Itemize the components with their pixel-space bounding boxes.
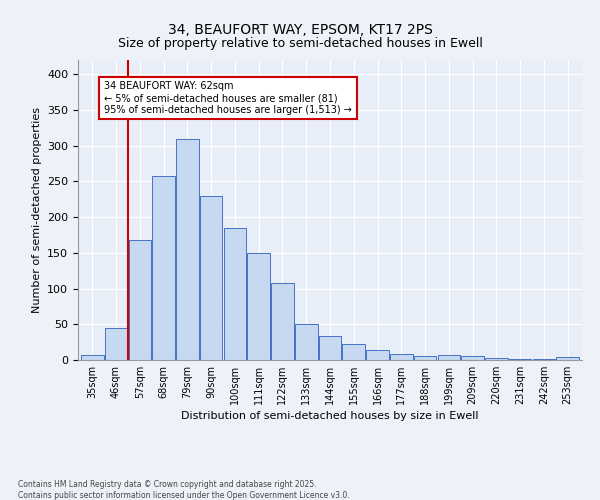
X-axis label: Distribution of semi-detached houses by size in Ewell: Distribution of semi-detached houses by … [181, 411, 479, 421]
Bar [390, 354, 413, 360]
Bar [105, 328, 127, 360]
Text: Size of property relative to semi-detached houses in Ewell: Size of property relative to semi-detach… [118, 38, 482, 51]
Bar [81, 355, 104, 360]
Y-axis label: Number of semi-detached properties: Number of semi-detached properties [32, 107, 41, 313]
Bar [152, 176, 175, 360]
Bar [414, 356, 436, 360]
Bar [343, 344, 365, 360]
Bar [295, 324, 317, 360]
Bar [556, 357, 579, 360]
Bar [200, 196, 223, 360]
Text: 34, BEAUFORT WAY, EPSOM, KT17 2PS: 34, BEAUFORT WAY, EPSOM, KT17 2PS [167, 22, 433, 36]
Bar [128, 240, 151, 360]
Bar [176, 138, 199, 360]
Text: Contains HM Land Registry data © Crown copyright and database right 2025.
Contai: Contains HM Land Registry data © Crown c… [18, 480, 350, 500]
Bar [247, 253, 270, 360]
Bar [461, 356, 484, 360]
Bar [437, 355, 460, 360]
Bar [271, 283, 294, 360]
Text: 34 BEAUFORT WAY: 62sqm
← 5% of semi-detached houses are smaller (81)
95% of semi: 34 BEAUFORT WAY: 62sqm ← 5% of semi-deta… [104, 82, 352, 114]
Bar [366, 350, 389, 360]
Bar [319, 336, 341, 360]
Bar [485, 358, 508, 360]
Bar [224, 228, 246, 360]
Bar [509, 358, 532, 360]
